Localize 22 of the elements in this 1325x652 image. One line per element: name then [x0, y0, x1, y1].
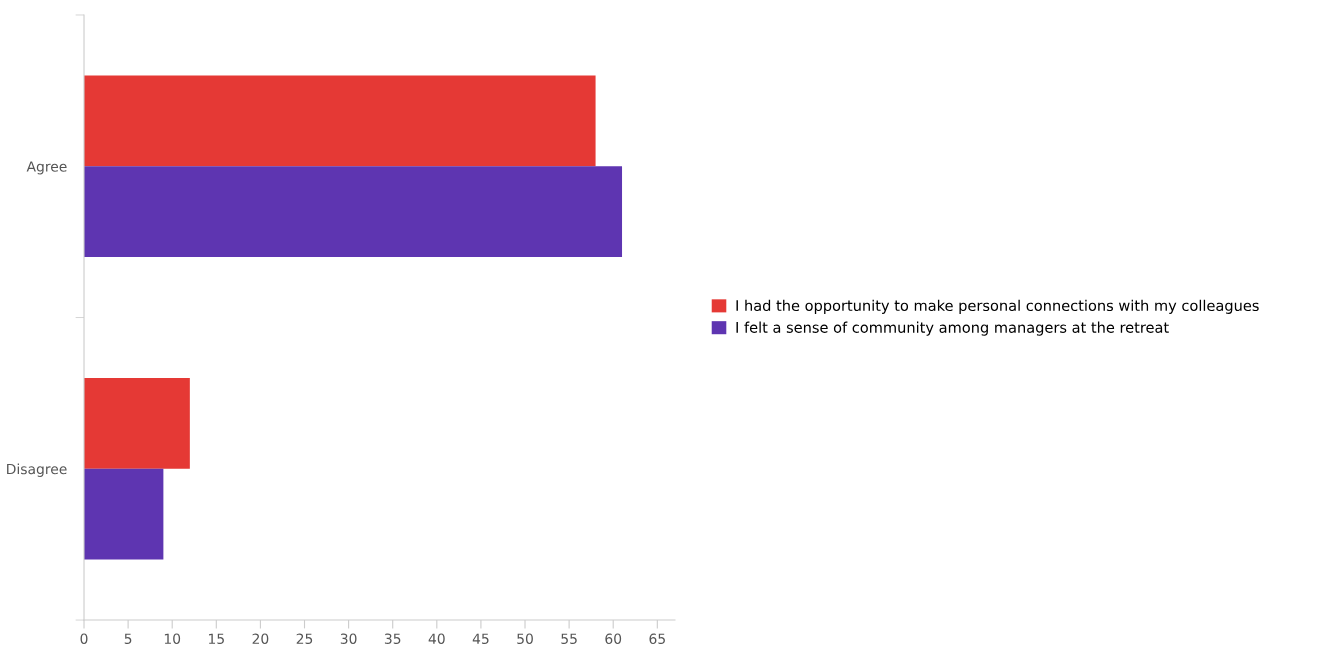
x-tick-label: 5 — [124, 633, 132, 644]
y-tick-label: Agree — [26, 161, 67, 175]
y-tick-label: Disagree — [7, 463, 67, 477]
bar — [84, 468, 164, 560]
bar — [84, 166, 623, 258]
x-tick-label: 20 — [252, 633, 269, 644]
bar — [84, 378, 190, 469]
x-tick-label: 60 — [605, 633, 622, 644]
x-tick-label: 65 — [649, 633, 665, 644]
x-tick-label: 0 — [80, 633, 88, 644]
legend-label: I felt a sense of community among managers at the retreat — [736, 321, 1169, 336]
legend-label: I had the opportunity to make personal connections with my colleagues — [736, 299, 1259, 314]
x-tick-label: 15 — [209, 633, 224, 644]
x-tick-label: 50 — [517, 633, 533, 644]
x-tick-label: 35 — [384, 633, 401, 644]
x-tick-label: 10 — [164, 633, 181, 644]
x-tick-label: 30 — [340, 633, 357, 644]
x-tick-label: 55 — [561, 633, 577, 644]
bar — [84, 75, 596, 167]
x-tick-label: 45 — [472, 633, 489, 644]
x-tick-label: 25 — [296, 633, 313, 644]
x-tick-label: 40 — [428, 633, 445, 644]
